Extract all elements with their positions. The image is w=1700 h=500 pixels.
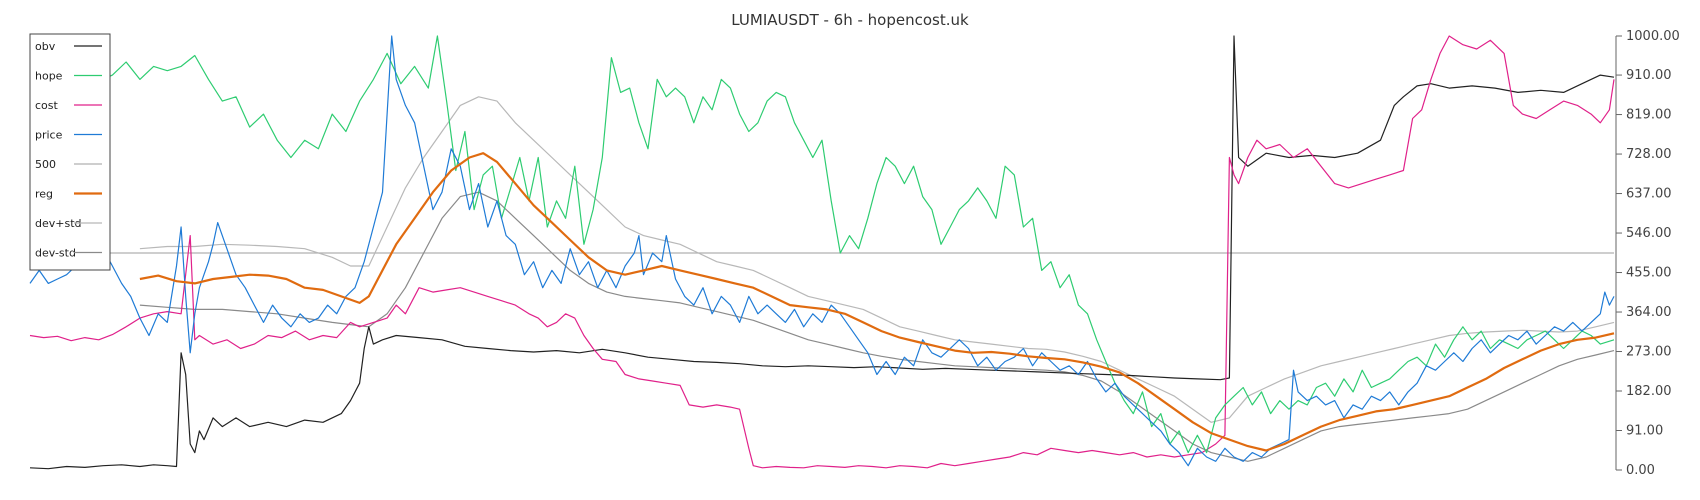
- y-tick-label: 273.00: [1626, 345, 1672, 360]
- legend-label: 500: [35, 158, 56, 171]
- y-tick-label: 455.00: [1626, 266, 1672, 281]
- y-tick-label: 546.00: [1626, 226, 1672, 241]
- legend-label: reg: [35, 188, 53, 201]
- legend-label: dev-std: [35, 247, 76, 260]
- series-line-obv: [29, 35, 1615, 470]
- series-line-cost: [29, 35, 1615, 469]
- series-line-dev-std: [139, 96, 1615, 423]
- y-tick-label: 1000.00: [1626, 29, 1680, 44]
- series-line-hope: [29, 35, 1615, 454]
- series-lines: [29, 35, 1615, 470]
- legend-label: hope: [35, 70, 63, 83]
- series-line-reg: [139, 152, 1615, 452]
- legend-label: price: [35, 129, 63, 142]
- series-line-dev-std: [139, 191, 1615, 462]
- y-tick-label: 364.00: [1626, 305, 1672, 320]
- y-tick-label: 0.00: [1626, 463, 1655, 478]
- y-tick-label: 637.00: [1626, 187, 1672, 202]
- legend-label: cost: [35, 99, 59, 112]
- series-line-price: [29, 35, 1615, 467]
- y-tick-label: 728.00: [1626, 147, 1672, 162]
- y-tick-label: 91.00: [1626, 424, 1663, 439]
- y-tick-label: 182.00: [1626, 384, 1672, 399]
- legend: obv hope cost price 500 reg dev+std dev-std: [29, 33, 111, 271]
- y-tick-label: 819.00: [1626, 108, 1672, 123]
- legend-frame: [29, 33, 111, 271]
- legend-label: obv: [35, 40, 56, 53]
- y-tick-label: 910.00: [1626, 68, 1672, 83]
- chart-title: LUMIAUSDT - 6h - hopencost.uk: [731, 11, 969, 29]
- legend-label: dev+std: [35, 217, 82, 230]
- y-axis: 1000.00 910.00 819.00 728.00 637.00 546.00 455…: [1615, 29, 1680, 478]
